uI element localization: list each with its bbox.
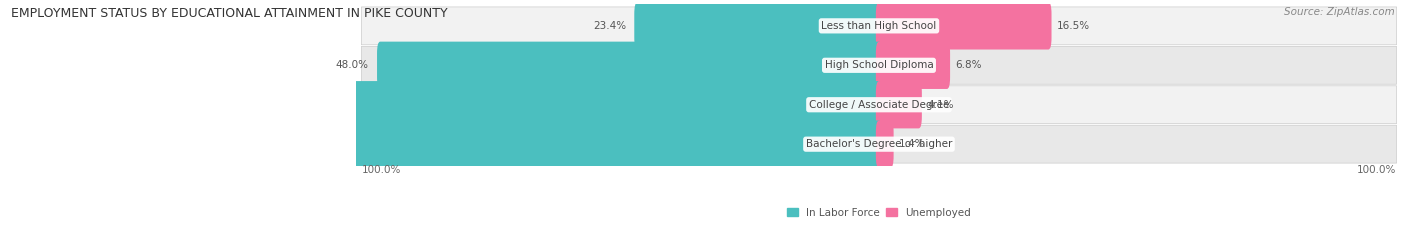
Text: High School Diploma: High School Diploma: [824, 60, 934, 70]
FancyBboxPatch shape: [361, 125, 1396, 163]
FancyBboxPatch shape: [3, 120, 882, 168]
Text: 48.0%: 48.0%: [336, 60, 368, 70]
FancyBboxPatch shape: [361, 46, 1396, 84]
Text: EMPLOYMENT STATUS BY EDUCATIONAL ATTAINMENT IN PIKE COUNTY: EMPLOYMENT STATUS BY EDUCATIONAL ATTAINM…: [11, 7, 449, 20]
FancyBboxPatch shape: [876, 42, 950, 89]
FancyBboxPatch shape: [181, 81, 882, 128]
Text: 23.4%: 23.4%: [593, 21, 626, 31]
Text: 16.5%: 16.5%: [1057, 21, 1090, 31]
Text: Bachelor's Degree or higher: Bachelor's Degree or higher: [806, 139, 952, 149]
Text: 100.0%: 100.0%: [1357, 165, 1396, 175]
FancyBboxPatch shape: [361, 7, 1396, 45]
Text: 4.1%: 4.1%: [927, 100, 953, 110]
Text: 100.0%: 100.0%: [361, 165, 401, 175]
Text: College / Associate Degree: College / Associate Degree: [808, 100, 949, 110]
Text: Source: ZipAtlas.com: Source: ZipAtlas.com: [1284, 7, 1395, 17]
Legend: In Labor Force, Unemployed: In Labor Force, Unemployed: [783, 204, 974, 222]
Text: 66.7%: 66.7%: [197, 100, 233, 110]
FancyBboxPatch shape: [876, 2, 1052, 50]
Text: 83.8%: 83.8%: [18, 139, 55, 149]
Text: 6.8%: 6.8%: [955, 60, 981, 70]
FancyBboxPatch shape: [634, 2, 882, 50]
FancyBboxPatch shape: [377, 42, 882, 89]
FancyBboxPatch shape: [876, 81, 922, 128]
Text: 1.4%: 1.4%: [898, 139, 925, 149]
FancyBboxPatch shape: [876, 120, 894, 168]
Text: Less than High School: Less than High School: [821, 21, 936, 31]
FancyBboxPatch shape: [361, 86, 1396, 124]
